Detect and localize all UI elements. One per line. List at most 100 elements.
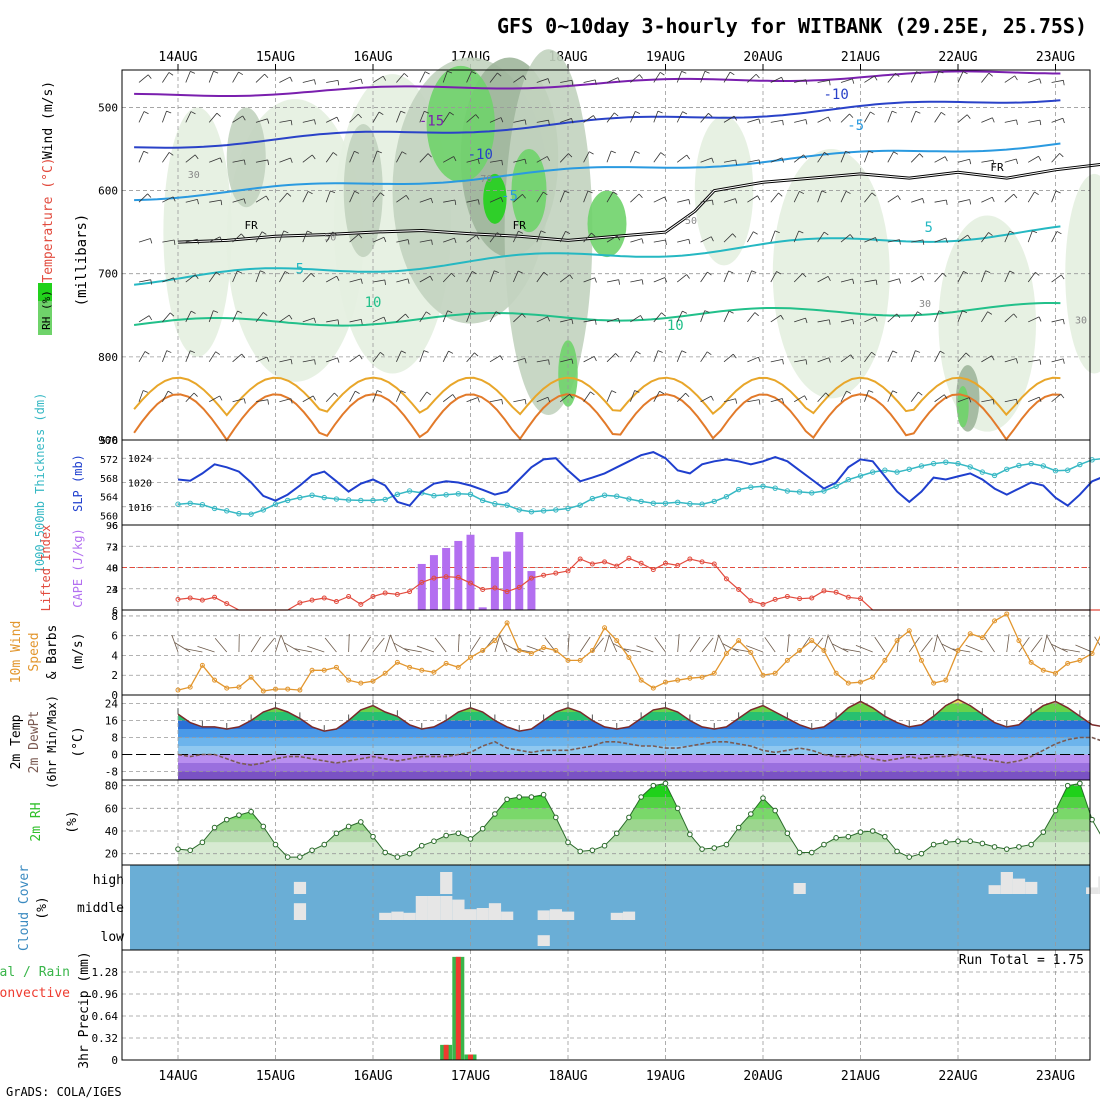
wind-barb-shaft: [232, 270, 238, 283]
lifted-index-point: [784, 594, 790, 600]
wind-barb: [208, 112, 221, 123]
wind-barb-shaft: [770, 271, 777, 283]
wind-barb: [442, 350, 454, 363]
thickness-point: [1064, 467, 1071, 473]
wind-barb-shaft: [279, 398, 292, 403]
wind-barb-10m: [965, 644, 983, 653]
wind-barb-flag: [332, 231, 338, 236]
temperature-band: [178, 754, 1090, 763]
rh-point: [991, 844, 998, 850]
wind-barb-shaft: [559, 153, 569, 163]
rh-point: [1028, 841, 1034, 848]
wind-barb-flag: [501, 160, 503, 166]
wind-barb-shaft: [583, 115, 594, 123]
wind-barb-flag: [757, 195, 761, 201]
rh-point: [918, 850, 925, 857]
thickness-point: [955, 460, 961, 467]
wind-barb-shaft: [559, 274, 570, 283]
wind-barb-shaft: [653, 239, 666, 243]
wind-barb-shaft: [255, 399, 268, 403]
wind-barb-shaft: [255, 270, 261, 283]
wind-barb-shaft: [864, 390, 869, 402]
wind-barb-10m: [786, 634, 790, 653]
wind-barb-shaft: [981, 311, 988, 323]
wind-barb: [723, 270, 734, 283]
wind-barb: [419, 197, 434, 204]
wind-barb: [162, 312, 175, 323]
wind-barb-flag: [710, 395, 714, 401]
wind-barb-shaft: [419, 153, 429, 163]
wind-barb: [630, 351, 641, 363]
wind-barb-shaft: [1051, 117, 1064, 123]
wind-tick-label: 4: [111, 649, 118, 662]
wind-barb-shaft: [513, 358, 526, 363]
wind-barb-shaft: [349, 233, 359, 243]
thickness-tick-label: 572: [100, 455, 118, 466]
wind-barb-shaft: [559, 190, 566, 203]
wind-barb: [1027, 230, 1038, 243]
wind-barb-10m: [896, 634, 900, 653]
wind-barb: [700, 113, 713, 123]
wind-speed-point: [845, 680, 851, 686]
wind-barb: [372, 75, 387, 83]
rh-shading-region: [587, 190, 627, 258]
wind-barb: [583, 190, 593, 203]
lifted-index-point: [212, 594, 218, 600]
wind-barb-shaft: [794, 119, 806, 123]
wind-barb: [957, 114, 971, 123]
wind-speed-point: [273, 686, 278, 692]
wind-barb: [1004, 230, 1015, 243]
rh-point: [516, 794, 523, 800]
wind-barb-shaft: [162, 390, 169, 402]
wind-barb-flag: [963, 270, 969, 275]
wind-barb-flag: [190, 111, 196, 115]
wind-barb-shaft: [1051, 318, 1064, 323]
wind-barb: [1004, 158, 1018, 164]
cape-bar: [503, 551, 512, 610]
wind-barb: [840, 390, 852, 402]
wind-barb-shaft: [1028, 78, 1040, 83]
freezing-level-label: FR: [990, 161, 1004, 174]
temperature-contour-label: 10: [667, 318, 684, 334]
wind-barb-10m: [214, 637, 228, 653]
wind-barb-flag: [940, 112, 946, 116]
wind-barb: [700, 157, 714, 163]
wind-barb: [887, 195, 901, 203]
wind-barb-shaft: [255, 159, 268, 163]
wind-barb-shaft: [770, 230, 776, 243]
wind-barb-flag: [636, 351, 641, 355]
wind-barb-flag: [354, 150, 360, 154]
wind-barb-flag: [845, 190, 851, 194]
cloud-block: [501, 911, 514, 920]
wind-barb: [419, 275, 433, 283]
wind-barb: [302, 317, 317, 323]
thickness-point: [540, 508, 547, 514]
wind-barb-shaft: [747, 399, 760, 403]
wind-barb-shaft: [279, 358, 292, 363]
wind-barb-flag: [1034, 191, 1039, 196]
rh-point: [1052, 807, 1059, 814]
wind-barb-flag: [735, 159, 737, 165]
wind-barb-10m: [1075, 644, 1093, 653]
thickness-point: [809, 490, 815, 496]
rh-band: [178, 783, 1090, 797]
wind-speed-point: [504, 620, 510, 626]
wind-barb: [957, 234, 971, 243]
wind-speed-point: [650, 685, 656, 691]
wind-barb-shaft: [887, 195, 898, 203]
wind-barb-flag: [242, 115, 246, 121]
cloud-block: [452, 899, 465, 920]
wind-barb-flag: [423, 350, 429, 353]
wind-barb-flag: [1062, 118, 1065, 124]
wind-barb-shaft: [232, 233, 242, 243]
wind-barb-shaft: [325, 190, 331, 203]
wind-barb-shaft: [138, 151, 145, 163]
wind-barb-shaft: [817, 319, 830, 323]
wind-speed-point: [687, 675, 693, 681]
wind-barb-flag: [774, 230, 780, 234]
wind-barb-shaft: [559, 393, 570, 403]
wind-barb-shaft: [606, 279, 619, 283]
wind-barb-flag: [1039, 78, 1042, 84]
wind-barb-flag: [407, 278, 410, 284]
wind-barb: [934, 70, 944, 83]
